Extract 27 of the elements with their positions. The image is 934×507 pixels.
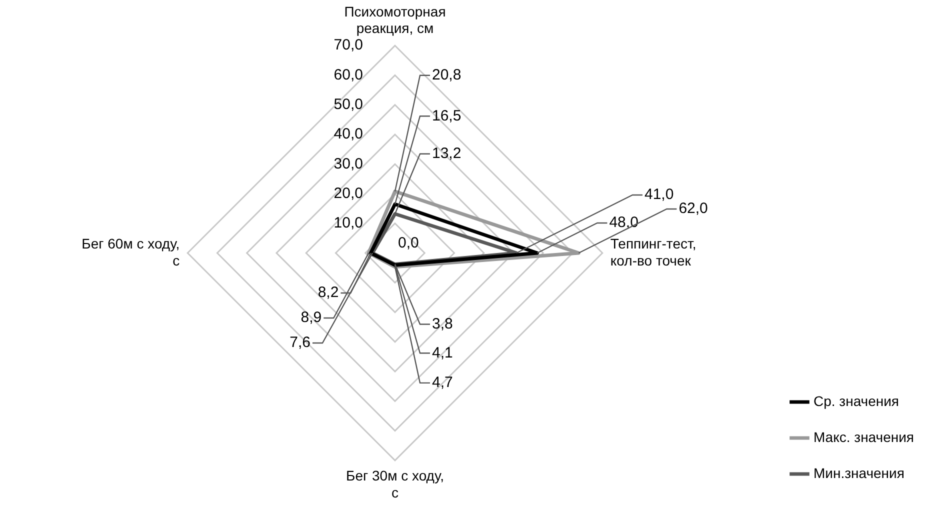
y-tick-label: 60,0 — [334, 66, 363, 84]
legend-label: Ср. значения — [813, 392, 900, 409]
spoke-label: Теппинг-тест, кол-во точек — [610, 235, 696, 268]
legend-label: Макс. значения — [813, 428, 914, 445]
data-label: 8,2 — [318, 284, 339, 302]
y-tick-label: 50,0 — [334, 96, 363, 113]
y-tick-label: 70,0 — [334, 36, 363, 54]
data-label: 20,8 — [432, 66, 462, 84]
y-tick-label: 0,0 — [398, 234, 419, 252]
spoke-label: Бег 60м с ходу, с — [82, 235, 180, 268]
data-label: 3,8 — [432, 315, 453, 332]
spoke-label: Бег 30м с ходу, с — [346, 468, 444, 500]
data-label: 16,5 — [432, 107, 462, 124]
data-label: 7,6 — [290, 334, 310, 352]
data-label: 62,0 — [678, 200, 708, 218]
data-label: 41,0 — [644, 186, 674, 204]
data-label: 13,2 — [432, 145, 462, 162]
data-label: 4,7 — [432, 374, 453, 392]
data-label: 4,1 — [432, 344, 453, 362]
legend-label: Мин.значения — [813, 464, 904, 481]
data-label: 48,0 — [609, 214, 638, 232]
y-tick-label: 10,0 — [334, 214, 363, 232]
y-tick-label: 40,0 — [334, 126, 363, 143]
spoke-label: Психомоторная реакция, см — [344, 3, 446, 36]
y-tick-label: 30,0 — [334, 155, 363, 172]
data-label: 8,9 — [300, 309, 322, 326]
y-tick-label: 20,0 — [334, 184, 363, 202]
